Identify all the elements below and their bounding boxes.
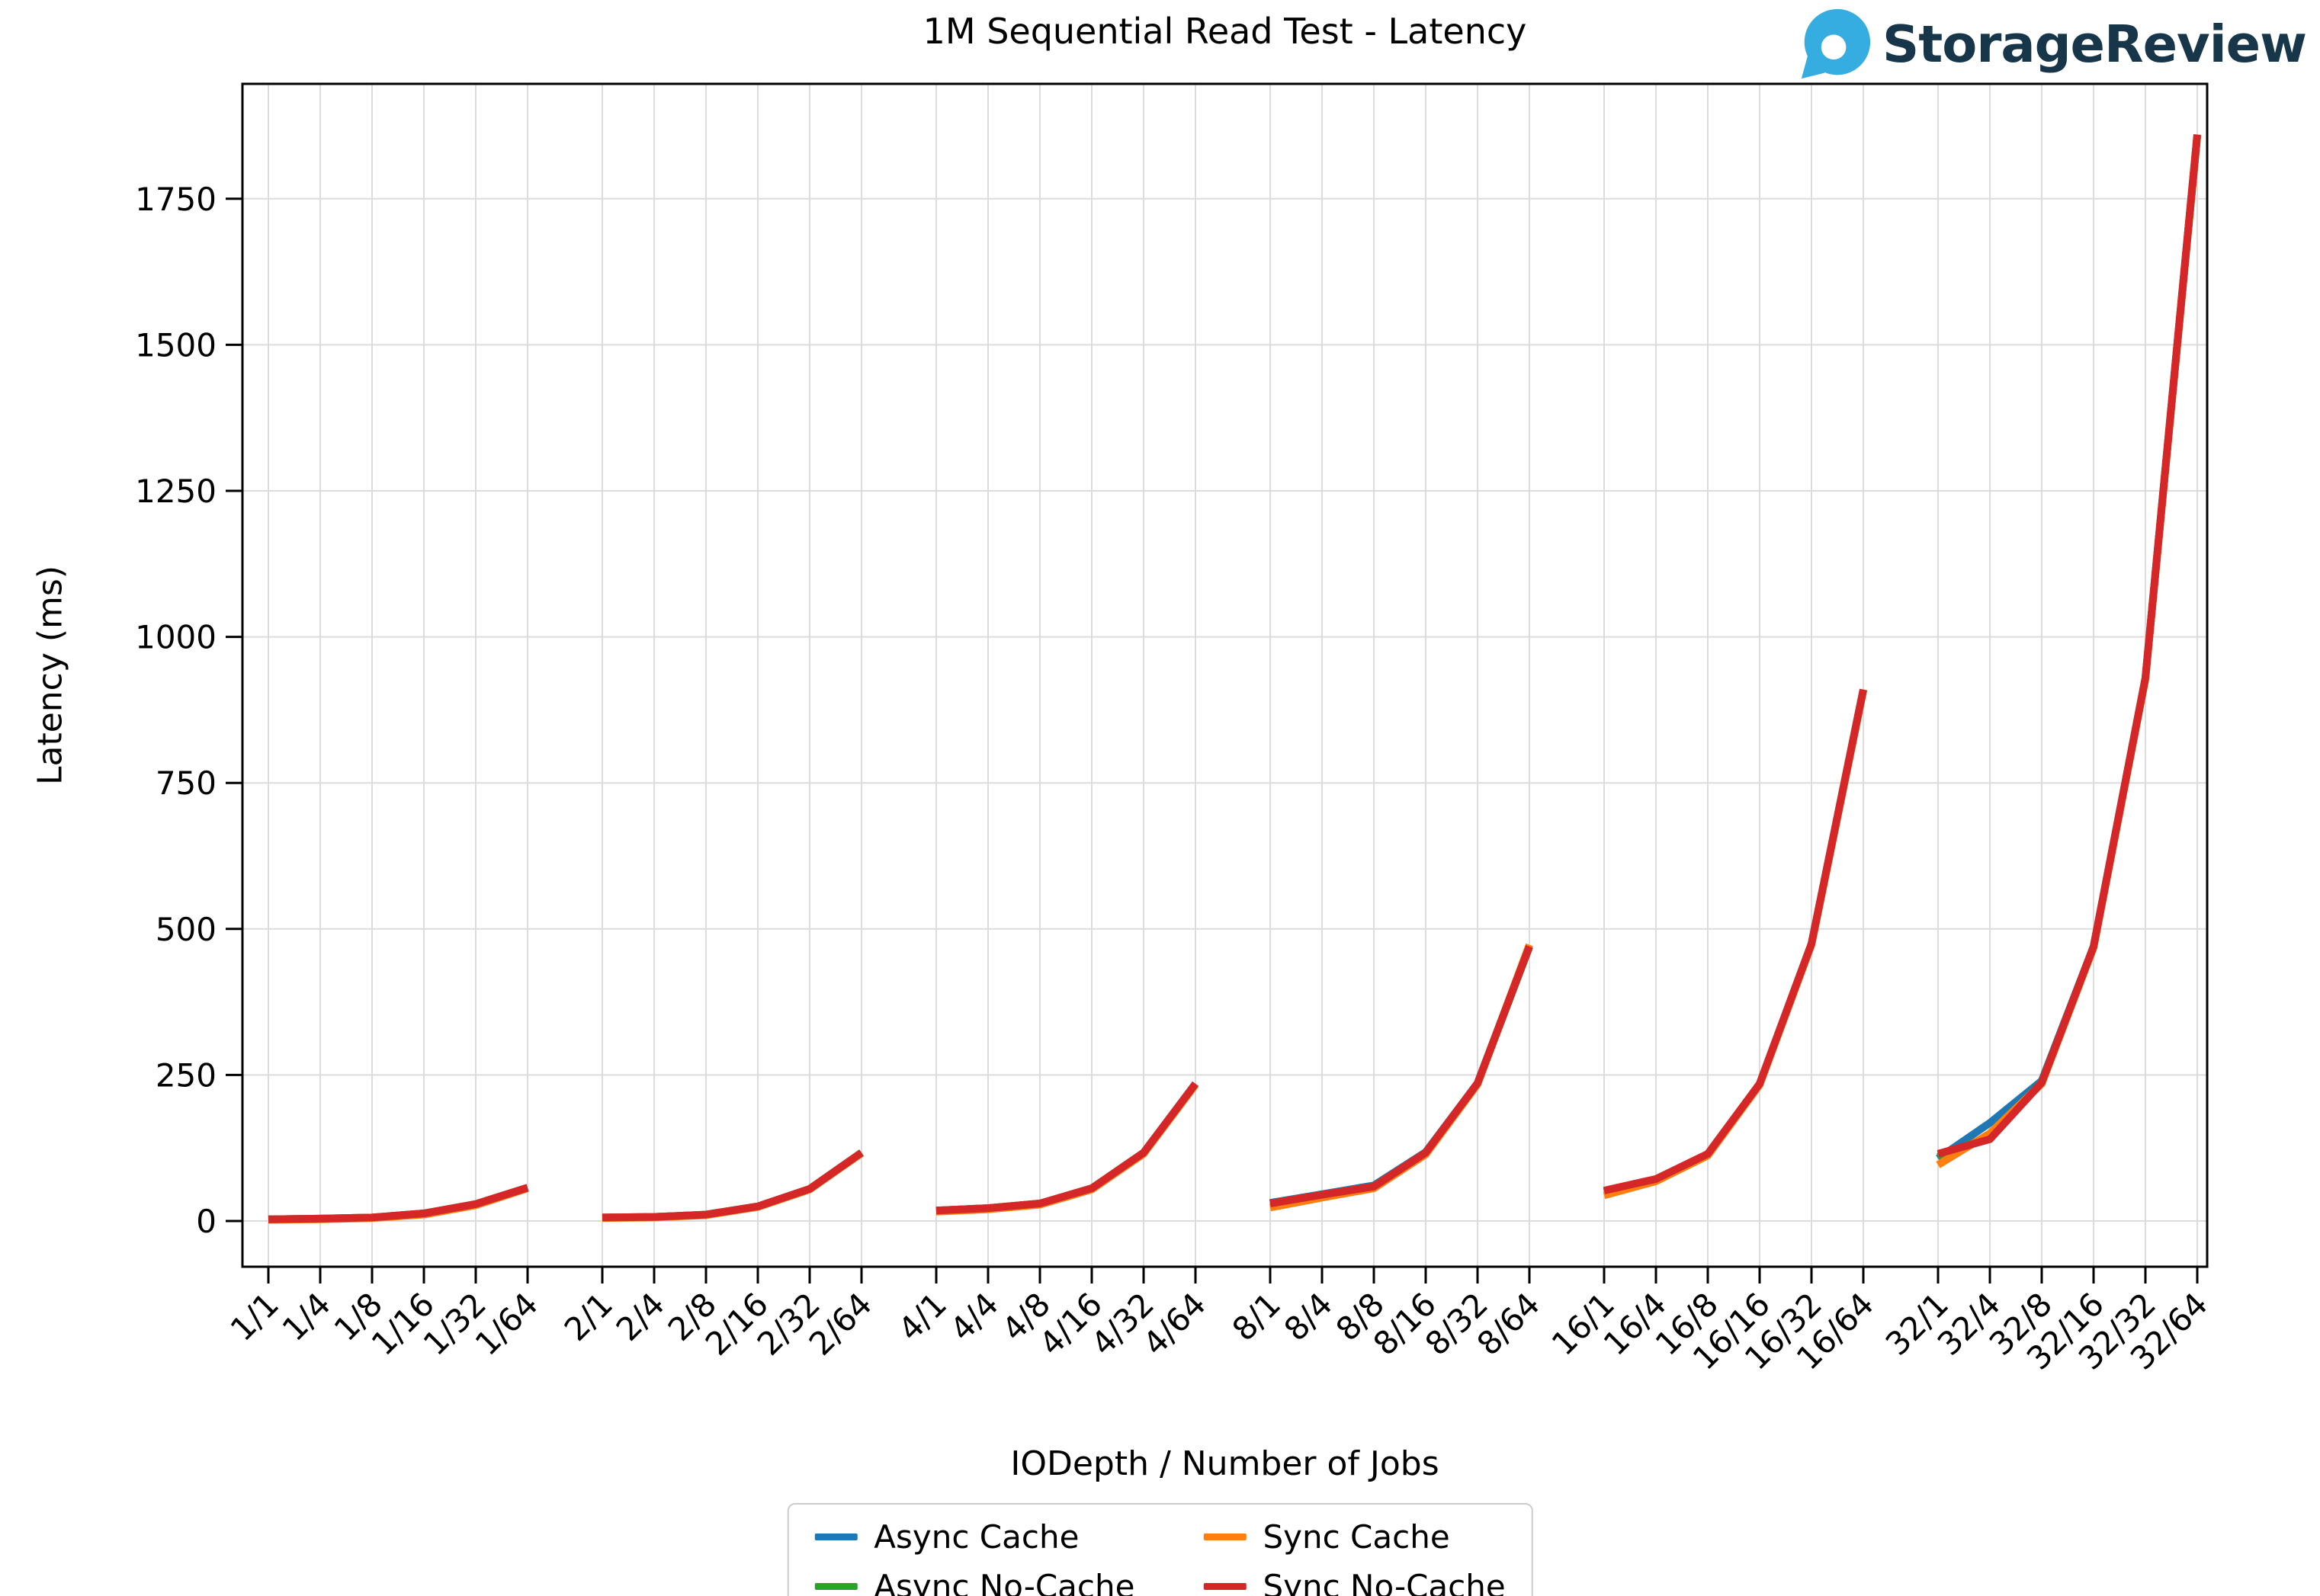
legend-item-sync-cache: Sync Cache	[1203, 1518, 1505, 1556]
storagereview-logo-text: StorageReview	[1882, 14, 2307, 74]
series-line-sync-no-cache	[268, 1184, 529, 1223]
series-line-sync-no-cache	[602, 1149, 864, 1222]
x-tick-label: 8/4	[1277, 1285, 1340, 1348]
y-tick-label: 0	[196, 1203, 217, 1240]
y-tick-label: 250	[156, 1056, 217, 1094]
x-tick-label: 2/64	[802, 1285, 879, 1362]
y-tick-label: 1000	[135, 619, 217, 656]
x-tick-label: 2/4	[609, 1285, 672, 1348]
series-line-sync-no-cache	[935, 1081, 1199, 1215]
chart-title: 1M Sequential Read Test - Latency	[923, 11, 1527, 52]
series-line-sync-no-cache	[1269, 945, 1533, 1207]
legend-swatch	[1203, 1534, 1247, 1540]
y-tick-label: 500	[156, 911, 217, 948]
series-line-async-cache	[935, 1081, 1199, 1215]
series-line-sync-no-cache	[1603, 688, 1867, 1195]
storagereview-logo-icon	[1801, 8, 1871, 79]
legend-swatch	[814, 1583, 858, 1590]
legend-item-sync-no-cache: Sync No-Cache	[1203, 1568, 1506, 1596]
x-tick-label: 8/1	[1225, 1285, 1288, 1348]
legend-item-async-cache: Async Cache	[814, 1518, 1134, 1556]
legend-label: Sync Cache	[1263, 1518, 1450, 1556]
x-axis-label: IODepth / Number of Jobs	[1010, 1444, 1439, 1483]
x-tick-label: 1/64	[468, 1285, 545, 1362]
legend: Async Cache Sync Cache Async No-Cache Sync …	[787, 1503, 1533, 1596]
legend-label: Sync No-Cache	[1263, 1568, 1506, 1596]
y-tick-label: 1250	[135, 473, 217, 510]
x-tick-label: 4/1	[891, 1285, 954, 1348]
series-line-sync-no-cache	[1937, 134, 2201, 1158]
storagereview-logo: StorageReview	[1799, 8, 2307, 81]
y-tick-label: 1750	[135, 181, 217, 218]
x-tick-label: 4/64	[1136, 1285, 1213, 1362]
y-tick-label: 750	[156, 764, 217, 802]
plot-border	[241, 82, 2209, 1268]
legend-swatch	[1203, 1583, 1247, 1590]
x-tick-label: 1/1	[223, 1285, 286, 1348]
x-tick-label: 8/64	[1470, 1285, 1547, 1362]
legend-label: Async Cache	[874, 1518, 1080, 1556]
x-tick-label: 2/1	[557, 1285, 620, 1348]
x-tick-label: 4/4	[943, 1285, 1006, 1348]
x-tick-label: 1/4	[275, 1285, 338, 1348]
y-tick-label: 1500	[135, 326, 217, 364]
legend-label: Async No-Cache	[874, 1568, 1135, 1596]
legend-swatch	[814, 1534, 858, 1540]
series-line-async-no-cache	[935, 1082, 1199, 1215]
legend-item-async-no-cache: Async No-Cache	[814, 1568, 1134, 1596]
